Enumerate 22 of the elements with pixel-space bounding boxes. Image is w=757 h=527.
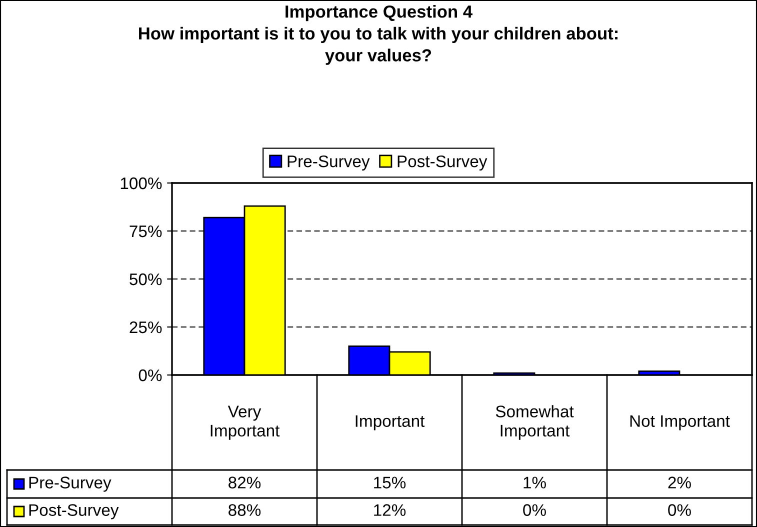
y-tick-label: 25% [130, 321, 162, 334]
y-tick-label: 50% [130, 273, 162, 286]
data-label: 15% [374, 476, 406, 488]
text: Pre-Survey [29, 476, 112, 492]
data-label: 0% [668, 504, 691, 516]
legend-label: Post-Survey [398, 155, 488, 171]
data-label: 2% [668, 476, 691, 488]
x-tick-label: Somewhat Important [496, 405, 574, 440]
legend-label: Pre-Survey [288, 155, 370, 171]
chart-title: Importance Question 4 How important is it to you to talk with your children about: your values? [139, 5, 618, 65]
y-tick-label: 100% [120, 177, 162, 190]
data-label: 0% [523, 504, 546, 516]
text: Post-Survey [29, 504, 119, 520]
data-label: 82% [228, 476, 261, 488]
data-label: 12% [374, 504, 406, 516]
data-label: 88% [228, 504, 261, 516]
y-tick-label: 0% [138, 369, 162, 382]
x-tick-label: Very Important [210, 406, 280, 440]
data-label: 1% [524, 476, 546, 488]
x-tick-label: Important [356, 415, 425, 430]
y-tick-label: 75% [130, 225, 162, 238]
x-tick-label: Not Important [630, 415, 730, 430]
